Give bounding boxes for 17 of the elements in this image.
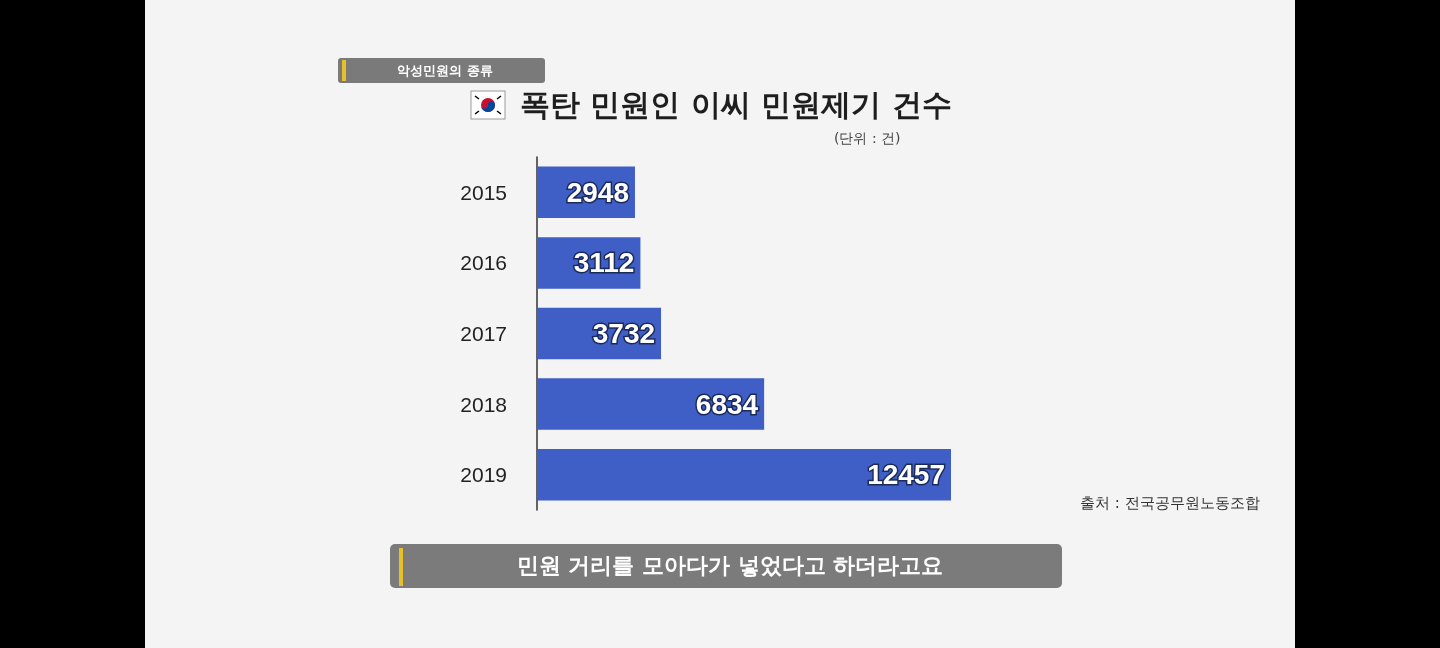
data-label: 12457 (867, 459, 945, 491)
y-tick-label: 2016 (460, 251, 507, 275)
text: 민원 거리를 모아다가 넣었다고 하더라고요 (515, 552, 945, 580)
y-tick-label: 2019 (460, 463, 507, 487)
bar (537, 378, 765, 430)
bar (537, 448, 951, 501)
text: (단위 : 건) (834, 130, 901, 148)
data-label: 2948 (566, 176, 629, 208)
data-label: 3732 (592, 318, 656, 349)
chart-title: 폭탄 민원인 이씨 민원제기 건수 (520, 86, 952, 124)
y-tick-label: 2018 (460, 392, 507, 416)
text: 악성민원의 종류 (396, 62, 494, 80)
data-label: 6834 (695, 388, 759, 420)
y-tick-label: 2017 (460, 322, 507, 345)
data-label: 3112 (573, 247, 635, 279)
source-note: 출처 : 전국공무원노동조합 (1080, 494, 1260, 513)
y-tick-label: 2015 (460, 180, 507, 204)
